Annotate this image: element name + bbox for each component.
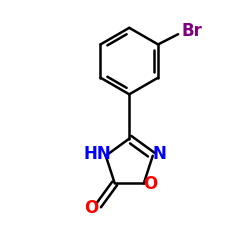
Text: O: O [144,175,158,193]
Text: O: O [84,199,99,217]
Text: HN: HN [83,145,111,163]
Text: N: N [153,145,166,163]
Text: Br: Br [182,22,202,40]
